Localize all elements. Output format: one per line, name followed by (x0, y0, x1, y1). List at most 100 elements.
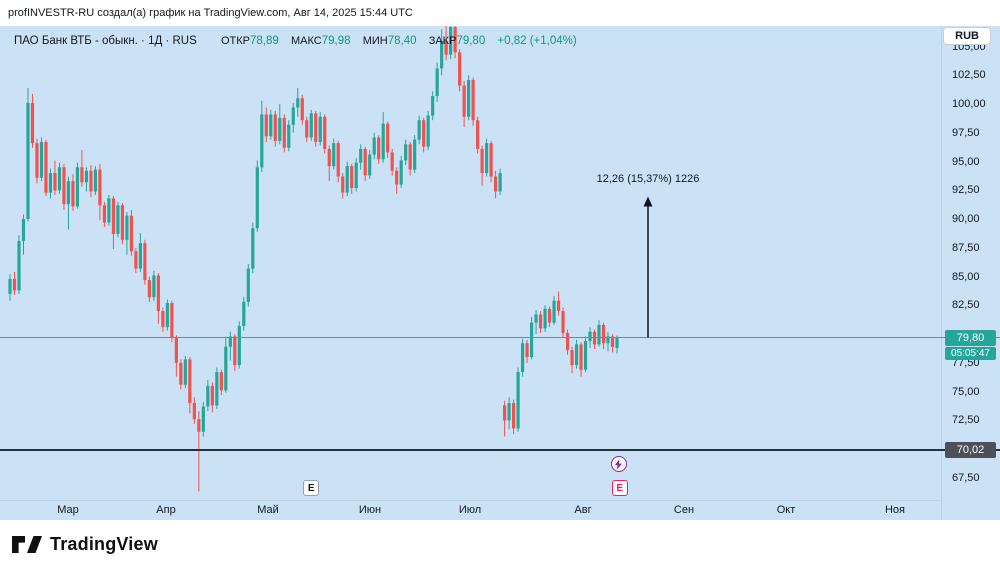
candle (188, 359, 192, 404)
tradingview-logo-icon[interactable] (12, 536, 42, 553)
candle (574, 344, 579, 366)
candle (390, 152, 394, 171)
candle (538, 314, 543, 329)
candle (615, 337, 619, 348)
candle (511, 403, 516, 429)
time-axis-label: Авг (574, 504, 592, 516)
candle (282, 117, 286, 148)
earnings-upcoming-marker[interactable]: E (611, 480, 628, 496)
price-tick-label: 95,00 (952, 155, 980, 168)
measure-annotation[interactable]: 12,26 (15,37%) 1226 (596, 172, 700, 185)
candle (498, 173, 502, 192)
chart-background[interactable] (0, 26, 1000, 520)
candle (30, 102, 35, 144)
price-scale-separator (941, 26, 942, 520)
close-label: ЗАКР (428, 35, 457, 47)
candle (579, 344, 583, 370)
candle (242, 301, 246, 327)
candle (125, 215, 129, 240)
time-scale-separator (0, 500, 941, 501)
candle (440, 40, 444, 69)
candle (269, 114, 273, 137)
symbol-title[interactable]: ПАО Банк ВТБ - обыкн. · 1Д · RUS (14, 35, 197, 47)
candle (84, 170, 89, 183)
tradingview-wordmark[interactable]: TradingView (50, 534, 158, 554)
candle (116, 205, 120, 235)
measure-arrow[interactable] (643, 196, 653, 338)
candle (12, 278, 17, 291)
candle (458, 52, 462, 86)
candle (386, 123, 390, 153)
price-tick-label: 97,50 (952, 126, 980, 139)
candle (494, 176, 498, 192)
candle (529, 322, 534, 358)
footer-bar: TradingView (0, 520, 1000, 569)
candle (413, 139, 417, 170)
lightning-marker-icon[interactable] (610, 456, 627, 472)
candle (372, 137, 376, 155)
candle (111, 198, 116, 235)
candle (147, 280, 151, 298)
candle (318, 116, 322, 143)
candle (35, 143, 39, 178)
high-value: 79,98 (321, 35, 351, 47)
candle (336, 143, 340, 177)
candle (287, 124, 291, 148)
candle (62, 167, 66, 205)
earnings-marker[interactable]: E (303, 480, 320, 496)
candle (89, 170, 93, 192)
price-tick-label: 67,50 (952, 471, 980, 484)
candle (39, 142, 44, 178)
candle (156, 275, 160, 312)
price-tick-label: 77,50 (952, 356, 980, 369)
candle (404, 144, 408, 161)
candle (570, 350, 574, 366)
candle (314, 113, 318, 143)
candle (449, 27, 453, 55)
candle (377, 137, 381, 160)
candle (341, 176, 345, 193)
candle (237, 326, 241, 366)
candle (224, 346, 228, 391)
candle (300, 98, 304, 121)
candle (431, 96, 435, 116)
candle (516, 372, 520, 429)
level-price-label: 70,02 (945, 442, 996, 458)
price-tick-label: 102,50 (952, 69, 986, 82)
candle (381, 123, 385, 160)
candle (363, 148, 367, 176)
horizontal-lines[interactable] (0, 337, 1000, 451)
candle (417, 120, 421, 140)
candle (201, 406, 205, 432)
candle (471, 79, 475, 121)
candle (422, 120, 426, 147)
candle (174, 337, 178, 363)
candle (395, 170, 399, 185)
candle (107, 198, 111, 223)
candle (305, 120, 309, 138)
candle (264, 114, 268, 137)
candle (601, 324, 606, 344)
candle (485, 143, 489, 174)
candle (102, 205, 107, 223)
candle (327, 148, 331, 167)
candle (98, 169, 102, 206)
candle (71, 181, 75, 207)
candle (152, 275, 156, 298)
candle (57, 167, 62, 191)
currency-button[interactable]: RUB (943, 27, 991, 45)
candle (350, 166, 354, 189)
candle (543, 308, 547, 329)
candle (408, 144, 412, 170)
candle (210, 385, 214, 406)
candle (278, 117, 282, 141)
candle (610, 336, 615, 347)
candle (80, 167, 84, 183)
candle (228, 336, 232, 347)
price-tick-label: 75,00 (952, 385, 980, 398)
candle (44, 142, 48, 193)
candle (179, 362, 183, 385)
